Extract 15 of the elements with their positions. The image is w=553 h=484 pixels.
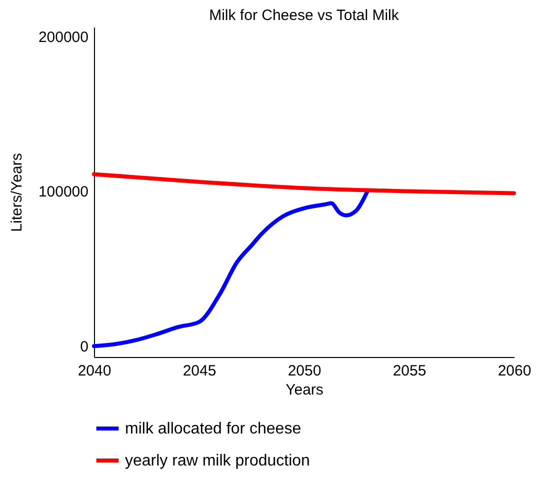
legend-label: yearly raw milk production bbox=[125, 452, 310, 470]
x-tick-label: 2050 bbox=[288, 362, 322, 380]
x-tick-label: 2060 bbox=[498, 362, 532, 380]
legend-label: milk allocated for cheese bbox=[125, 420, 302, 438]
x-tick-label: 2045 bbox=[182, 362, 216, 380]
y-tick-label: 0 bbox=[80, 338, 88, 356]
y-axis-title: Liters/Years bbox=[8, 153, 26, 232]
x-axis-title: Years bbox=[286, 382, 324, 398]
x-tick-label: 2055 bbox=[392, 362, 426, 380]
y-tick-label: 100000 bbox=[38, 184, 88, 201]
chart-title: Milk for Cheese vs Total Milk bbox=[209, 7, 400, 24]
line-series bbox=[92, 172, 516, 196]
x-tick-label: 2040 bbox=[78, 362, 112, 380]
line-series bbox=[92, 190, 369, 348]
y-tick-label: 200000 bbox=[38, 28, 88, 46]
